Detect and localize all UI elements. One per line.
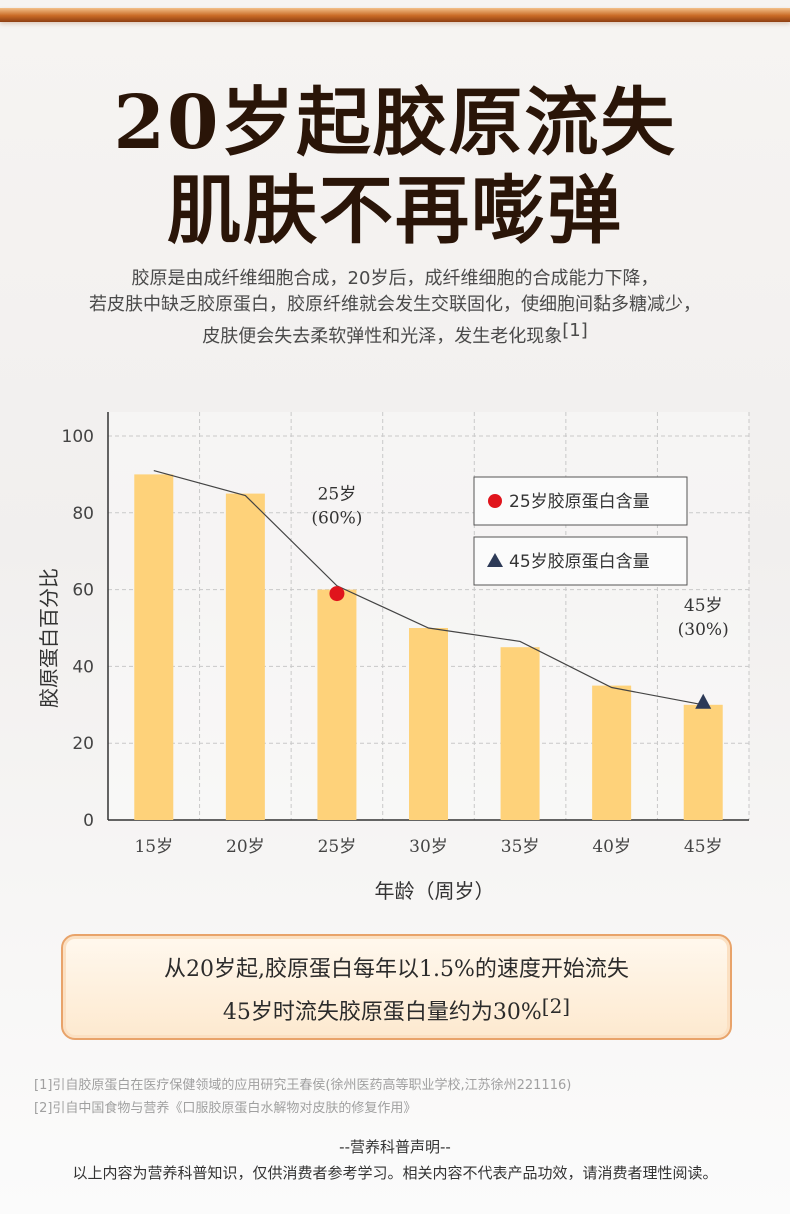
legend-label: 25岁胶原蛋白含量 xyxy=(509,492,650,512)
legend-box xyxy=(473,476,688,526)
bar xyxy=(225,493,265,820)
headline-line-2: 肌肤不再嘭弹 xyxy=(167,168,623,254)
legend-marker-triangle xyxy=(487,553,503,567)
y-tick-label: 20 xyxy=(72,734,94,754)
annotation-value: (60%) xyxy=(311,509,362,529)
summary-ref-mark: [2] xyxy=(541,994,571,1018)
x-tick-label: 20岁 xyxy=(226,837,265,857)
bar xyxy=(683,704,723,820)
declaration-title: --营养科普声明-- xyxy=(339,1138,451,1156)
x-tick-label: 30岁 xyxy=(409,837,448,857)
summary-line-2: 45岁时流失胶原蛋白量约为30%[2] xyxy=(63,990,730,1029)
bar xyxy=(592,685,632,820)
bar xyxy=(409,628,448,820)
x-tick-label: 35岁 xyxy=(501,837,540,857)
summary-box: 从20岁起,胶原蛋白每年以1.5%的速度开始流失 45岁时流失胶原蛋白量约为30… xyxy=(61,934,732,1040)
marker-45 xyxy=(695,693,712,709)
description-line-1: 胶原是由成纤维细胞合成，20岁后，成纤维细胞的合成能力下降， xyxy=(131,268,659,289)
x-tick-label: 45岁 xyxy=(684,837,723,857)
y-tick-label: 60 xyxy=(72,581,94,601)
annotation-label: 25岁 xyxy=(318,485,357,505)
annotation-value: (30%) xyxy=(678,620,729,640)
x-tick-label: 40岁 xyxy=(592,837,631,857)
declaration-text: 以上内容为营养科普知识，仅供消费者参考学习。相关内容不代表产品功效，请消费者理性… xyxy=(72,1164,718,1182)
annotation-label: 45岁 xyxy=(684,596,723,616)
y-tick-label: 100 xyxy=(62,427,94,447)
description-line-3-text: 皮肤便会失去柔软弹性和光泽，发生老化现象 xyxy=(202,326,563,347)
y-tick-label: 0 xyxy=(83,811,94,831)
description-ref-mark: [1] xyxy=(562,320,588,341)
legend-box xyxy=(473,536,688,586)
x-tick-label: 25岁 xyxy=(318,837,357,857)
y-tick-label: 40 xyxy=(72,657,94,677)
collagen-chart: 0 20 40 60 80 100 15岁 20岁 25岁 30岁 35岁 40岁 45岁 25岁 (60%… xyxy=(37,412,750,903)
top-decorative-bar xyxy=(0,8,790,22)
description-line-2: 若皮肤中缺乏胶原蛋白，胶原纤维就会发生交联固化，使细胞间黏多糖减少， xyxy=(89,294,701,315)
x-tick-label: 15岁 xyxy=(134,837,173,857)
headline-line-1: 20岁起胶原流失 xyxy=(113,80,677,166)
summary-line-2-text: 45岁时流失胶原蛋白量约为30% xyxy=(222,1000,542,1025)
y-tick-label: 80 xyxy=(72,504,94,524)
bar xyxy=(134,474,174,820)
bar xyxy=(317,589,357,820)
reference-1: [1]引自胶原蛋白在医疗保健领域的应用研究王春侯(徐州医药高等职业学校,江苏徐州… xyxy=(34,1078,572,1093)
x-axis-label: 年龄（周岁） xyxy=(375,879,495,903)
marker-25 xyxy=(329,586,345,602)
summary-line-1: 从20岁起,胶原蛋白每年以1.5%的速度开始流失 xyxy=(164,957,629,982)
description-line-3: 皮肤便会失去柔软弹性和光泽，发生老化现象[1] xyxy=(0,318,790,350)
trend-line xyxy=(153,469,704,706)
y-axis-label: 胶原蛋白百分比 xyxy=(37,568,61,708)
bar xyxy=(500,647,540,820)
legend-label: 45岁胶原蛋白含量 xyxy=(509,552,650,572)
reference-2: [2]引自中国食物与营养《口服胶原蛋白水解物对皮肤的修复作用》 xyxy=(34,1101,417,1116)
legend-marker-circle xyxy=(488,494,502,508)
